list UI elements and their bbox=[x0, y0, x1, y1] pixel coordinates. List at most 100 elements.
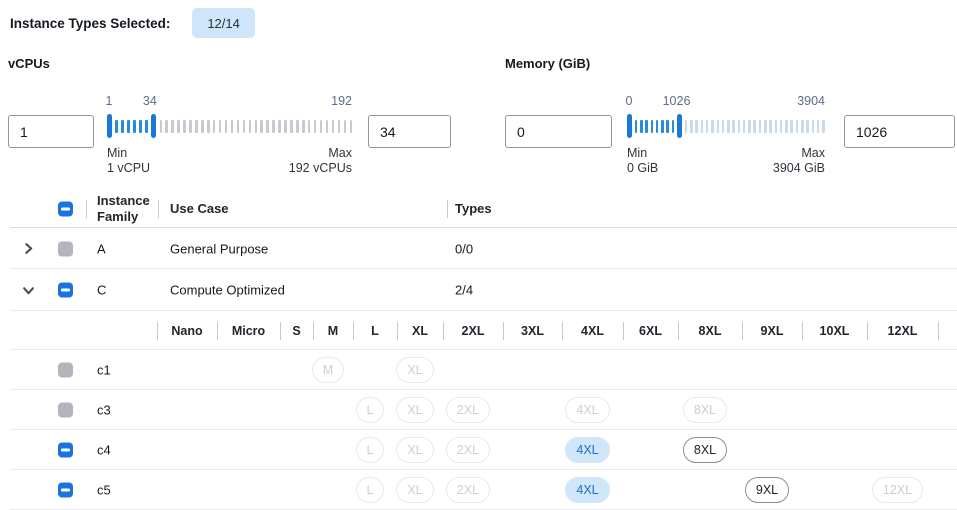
size-column-label: 2XL bbox=[461, 323, 485, 338]
type-c3-disabled-checkbox bbox=[58, 402, 73, 418]
pill-cell-4XL: 4XL bbox=[557, 390, 618, 430]
slider-tick bbox=[816, 119, 820, 133]
pill-cell-8XL: 8XL bbox=[673, 430, 737, 470]
slider-tick bbox=[671, 119, 675, 133]
slider-tick bbox=[774, 119, 778, 133]
slider-tick bbox=[349, 119, 352, 133]
type-c5-indeterminate-checkbox[interactable] bbox=[58, 482, 73, 498]
memory-min-label: Min bbox=[627, 146, 648, 160]
memory-filter-title: Memory (GiB) bbox=[505, 56, 591, 71]
size-column-label: M bbox=[327, 323, 339, 338]
pill-cell-XL: XL bbox=[392, 350, 438, 390]
size-column-label: 10XL bbox=[819, 323, 850, 338]
size-column-header-Micro: Micro bbox=[217, 311, 280, 350]
types-count: 0/0 bbox=[455, 241, 474, 256]
memory-min-input[interactable] bbox=[505, 115, 612, 148]
slider-tick bbox=[177, 119, 180, 133]
slider-tick bbox=[171, 119, 174, 133]
column-separator bbox=[742, 321, 743, 340]
selection-summary: Instance Types Selected: 12/14 bbox=[10, 8, 255, 38]
column-separator bbox=[443, 321, 444, 340]
slider-tick bbox=[721, 119, 725, 133]
size-column-header-S: S bbox=[280, 311, 313, 350]
type-row-c4: c4 L XL 2XL 4XL 8XL bbox=[0, 430, 957, 470]
slider-handle[interactable] bbox=[627, 114, 632, 138]
slider-tick bbox=[224, 119, 228, 133]
size-pill-c5-4XL[interactable]: 4XL bbox=[565, 477, 610, 503]
pill-cell-4XL: 4XL bbox=[557, 430, 618, 470]
slider-tick bbox=[634, 119, 638, 133]
expand-toggle-C[interactable] bbox=[20, 282, 36, 298]
memory-slider[interactable]: 0 1026 3904 Min 0 GiB Max 3904 GiB bbox=[626, 94, 825, 176]
vcpus-slider[interactable]: 1 34 192 Min 1 vCPU Max 192 vCPUs bbox=[106, 94, 352, 176]
slider-tick bbox=[242, 119, 246, 133]
slider-tick bbox=[133, 119, 136, 133]
size-pill-c5-XL: XL bbox=[396, 477, 434, 503]
instance-type-name: c3 bbox=[97, 402, 111, 418]
slider-tick bbox=[795, 119, 799, 133]
column-separator bbox=[623, 321, 624, 340]
slider-tick bbox=[727, 119, 730, 133]
size-column-label: L bbox=[371, 323, 379, 338]
memory-max-input[interactable] bbox=[844, 115, 955, 148]
column-separator bbox=[802, 321, 803, 340]
slider-tick bbox=[248, 119, 252, 133]
type-c4-indeterminate-checkbox[interactable] bbox=[58, 442, 73, 458]
size-column-header-L: L bbox=[353, 311, 397, 350]
column-separator bbox=[217, 321, 218, 340]
slider-tick bbox=[655, 119, 659, 133]
size-column-header-3XL: 3XL bbox=[503, 311, 562, 350]
memory-slider-track[interactable] bbox=[627, 112, 825, 140]
vcpus-min-input[interactable] bbox=[8, 115, 94, 148]
slider-tick bbox=[201, 119, 204, 133]
size-header-row: Nano Micro S M L XL 2XL 3XL 4XL 6XL 8XL 9XL 10XL 12XL bbox=[0, 311, 957, 350]
size-column-header-10XL: 10XL bbox=[802, 311, 867, 350]
slider-handle[interactable] bbox=[151, 114, 157, 138]
size-pill-c5-L: L bbox=[355, 477, 385, 503]
types-count: 2/4 bbox=[455, 282, 474, 298]
memory-max-label: Max bbox=[801, 146, 825, 160]
slider-tick bbox=[711, 119, 714, 133]
vcpus-max-label: Max bbox=[328, 146, 352, 160]
size-column-label: Micro bbox=[231, 323, 266, 338]
size-pill-c4-4XL[interactable]: 4XL bbox=[565, 437, 610, 463]
slider-tick bbox=[207, 119, 210, 133]
vcpus-min-label: Min bbox=[107, 146, 128, 160]
family-C-indeterminate-checkbox[interactable] bbox=[58, 282, 73, 298]
instance-type-name: c4 bbox=[97, 442, 111, 458]
column-header-family: Instance Family bbox=[97, 193, 150, 224]
size-column-label: 6XL bbox=[639, 323, 662, 338]
column-separator bbox=[678, 321, 679, 340]
slider-tick bbox=[716, 119, 719, 133]
slider-tick bbox=[183, 119, 186, 133]
slider-tick bbox=[790, 119, 793, 133]
vcpus-filter-title: vCPUs bbox=[8, 56, 50, 71]
vcpus-slider-track[interactable] bbox=[107, 112, 352, 140]
memory-max-detail: 3904 GiB bbox=[772, 161, 825, 175]
size-pill-c4-8XL[interactable]: 8XL bbox=[682, 437, 728, 463]
slider-tick bbox=[307, 119, 311, 133]
size-column-header-6XL: 6XL bbox=[623, 311, 678, 350]
slider-tick bbox=[661, 119, 664, 133]
slider-tick bbox=[748, 119, 751, 133]
size-column-header-9XL: 9XL bbox=[742, 311, 802, 350]
size-column-label: 12XL bbox=[887, 323, 918, 338]
size-pill-c3-XL: XL bbox=[396, 397, 434, 423]
slider-tick bbox=[758, 119, 762, 133]
slider-tick bbox=[732, 119, 735, 133]
vcpus-max-input[interactable] bbox=[368, 115, 451, 148]
column-header-types: Types bbox=[455, 201, 492, 216]
pill-cell-M: M bbox=[308, 350, 348, 390]
size-pill-c1-M: M bbox=[311, 357, 345, 383]
slider-tick bbox=[785, 119, 788, 133]
slider-tick bbox=[260, 119, 263, 133]
slider-tick bbox=[822, 119, 825, 133]
select-all-indeterminate-checkbox[interactable] bbox=[58, 201, 73, 217]
pill-cell-2XL: 2XL bbox=[438, 390, 498, 430]
memory-min-detail: 0 GiB bbox=[627, 161, 659, 175]
expand-toggle-A[interactable] bbox=[20, 241, 36, 257]
slider-handle[interactable] bbox=[107, 114, 112, 138]
slider-handle[interactable] bbox=[677, 114, 683, 138]
size-pill-c5-9XL[interactable]: 9XL bbox=[744, 477, 790, 503]
